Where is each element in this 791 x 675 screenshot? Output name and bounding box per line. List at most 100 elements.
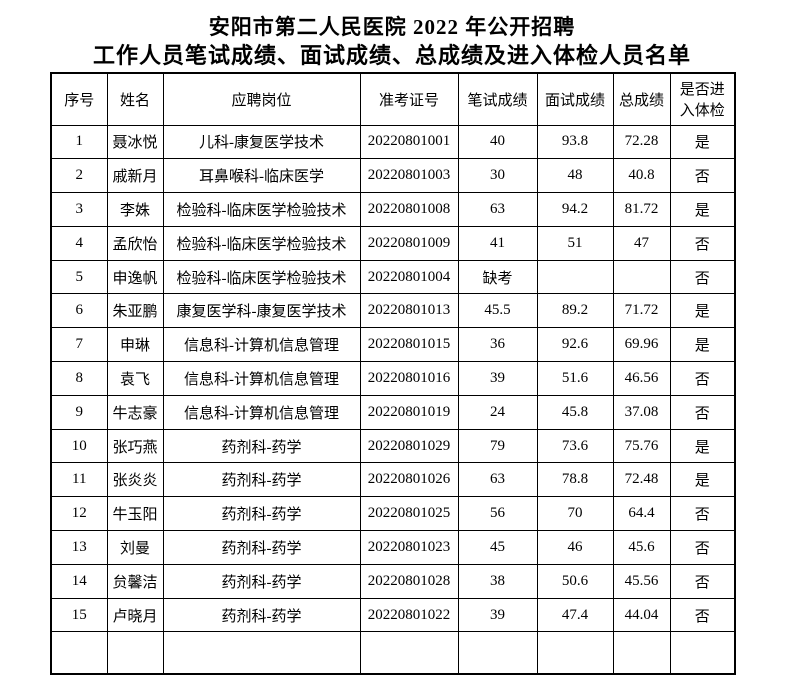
table-cell: 李姝 (106, 192, 164, 227)
table-cell: 20220801026 (359, 462, 459, 498)
table-cell: 72.28 (612, 124, 671, 160)
table-cell: 7 (50, 327, 108, 363)
table-cell: 否 (669, 225, 736, 261)
table-row: 10 张巧燕 药剂科-药学 20220801029 79 73.6 75.76 是 (50, 428, 736, 464)
table-row: 7 申琳 信息科-计算机信息管理 20220801015 36 92.6 69.96 是 (50, 327, 736, 363)
table-row: 9 牛志豪 信息科-计算机信息管理 20220801019 24 45.8 37.08 否 (50, 394, 736, 430)
table-cell: 12 (50, 496, 108, 532)
table-cell: 13 (50, 530, 108, 565)
table-cell: 孟欣怡 (106, 225, 164, 261)
table-row: 4 孟欣怡 检验科-临床医学检验技术 20220801009 41 51 47 否 (50, 225, 736, 261)
table-cell: 37.08 (612, 394, 671, 430)
table-cell: 20220801015 (359, 327, 459, 363)
table-cell: 24 (457, 394, 538, 430)
table-row: 2 戚新月 耳鼻喉科-临床医学 20220801003 30 48 40.8 否 (50, 158, 736, 194)
table-cell: 15 (50, 597, 108, 633)
table-cell: 51 (536, 225, 614, 261)
table-cell: 牛志豪 (106, 394, 164, 430)
table-cell: 是 (669, 428, 736, 464)
table-cell: 20220801025 (359, 496, 459, 532)
table-cell: 1 (50, 124, 108, 160)
table-cell: 刘曼 (106, 530, 164, 565)
table-cell: 牛玉阳 (106, 496, 164, 532)
table-cell: 45.5 (457, 293, 538, 329)
table-cell: 75.76 (612, 428, 671, 464)
table-cell (162, 631, 361, 675)
results-table: 序号 姓名 应聘岗位 准考证号 笔试成绩 面试成绩 总成绩 是否进 入体检 1 聂冰悦 儿科-康复… (50, 72, 736, 675)
table-cell: 康复医学科-康复医学技术 (162, 293, 361, 329)
table-cell (612, 259, 671, 295)
table-cell: 申琳 (106, 327, 164, 363)
table-cell: 3 (50, 192, 108, 227)
table-cell: 41 (457, 225, 538, 261)
table-cell (669, 631, 736, 675)
column-header: 应聘岗位 (162, 72, 361, 126)
table-cell (50, 631, 108, 675)
table-cell: 44.04 (612, 597, 671, 633)
table-cell: 51.6 (536, 361, 614, 396)
table-cell: 是 (669, 124, 736, 160)
table-cell: 朱亚鹏 (106, 293, 164, 329)
table-cell: 73.6 (536, 428, 614, 464)
table-cell: 儿科-康复医学技术 (162, 124, 361, 160)
table-cell (359, 631, 459, 675)
table-cell: 69.96 (612, 327, 671, 363)
table-cell: 20220801004 (359, 259, 459, 295)
table-cell: 药剂科-药学 (162, 597, 361, 633)
table-cell (536, 631, 614, 675)
table-cell: 8 (50, 361, 108, 396)
table-cell: 否 (669, 259, 736, 295)
table-cell: 缺考 (457, 259, 538, 295)
table-cell: 78.8 (536, 462, 614, 498)
table-cell: 耳鼻喉科-临床医学 (162, 158, 361, 194)
table-row: 3 李姝 检验科-临床医学检验技术 20220801008 63 94.2 81.72 是 (50, 192, 736, 227)
table-cell: 45 (457, 530, 538, 565)
table-cell: 36 (457, 327, 538, 363)
column-header: 笔试成绩 (457, 72, 538, 126)
table-cell: 信息科-计算机信息管理 (162, 327, 361, 363)
table-cell: 否 (669, 563, 736, 599)
table-row: 8 袁飞 信息科-计算机信息管理 20220801016 39 51.6 46.56 否 (50, 361, 736, 396)
table-cell: 63 (457, 462, 538, 498)
table-cell: 45.8 (536, 394, 614, 430)
table-cell: 47 (612, 225, 671, 261)
table-cell: 药剂科-药学 (162, 530, 361, 565)
table-cell: 药剂科-药学 (162, 462, 361, 498)
table-row: 11 张炎炎 药剂科-药学 20220801026 63 78.8 72.48 是 (50, 462, 736, 498)
table-cell: 药剂科-药学 (162, 428, 361, 464)
table-cell: 63 (457, 192, 538, 227)
table-cell: 检验科-临床医学检验技术 (162, 259, 361, 295)
table-row: 15 卢晓月 药剂科-药学 20220801022 39 47.4 44.04 否 (50, 597, 736, 633)
table-cell: 袁飞 (106, 361, 164, 396)
table-cell: 张炎炎 (106, 462, 164, 498)
table-cell: 否 (669, 530, 736, 565)
table-cell: 20220801001 (359, 124, 459, 160)
table-header-row: 序号 姓名 应聘岗位 准考证号 笔试成绩 面试成绩 总成绩 是否进 入体检 (50, 72, 736, 126)
table-row: 1 聂冰悦 儿科-康复医学技术 20220801001 40 93.8 72.28 是 (50, 124, 736, 160)
table-cell: 48 (536, 158, 614, 194)
column-header: 面试成绩 (536, 72, 614, 126)
table-cell: 是 (669, 462, 736, 498)
table-cell: 93.8 (536, 124, 614, 160)
table-cell: 45.6 (612, 530, 671, 565)
table-cell: 是 (669, 192, 736, 227)
column-header: 是否进 入体检 (669, 72, 736, 126)
table-cell: 20220801009 (359, 225, 459, 261)
table-cell: 贠馨洁 (106, 563, 164, 599)
table-row: 14 贠馨洁 药剂科-药学 20220801028 38 50.6 45.56 否 (50, 563, 736, 599)
table-cell: 46.56 (612, 361, 671, 396)
title-line-1: 安阳市第二人民医院 2022 年公开招聘 (208, 15, 576, 39)
table-cell: 94.2 (536, 192, 614, 227)
table-cell: 50.6 (536, 563, 614, 599)
table-cell (106, 631, 164, 675)
table-cell (612, 631, 671, 675)
table-cell: 20220801028 (359, 563, 459, 599)
table-cell (536, 259, 614, 295)
table-cell: 检验科-临床医学检验技术 (162, 225, 361, 261)
table-cell: 47.4 (536, 597, 614, 633)
table-cell: 39 (457, 361, 538, 396)
table-cell: 4 (50, 225, 108, 261)
table-cell: 否 (669, 361, 736, 396)
table-row: 13 刘曼 药剂科-药学 20220801023 45 46 45.6 否 (50, 530, 736, 565)
